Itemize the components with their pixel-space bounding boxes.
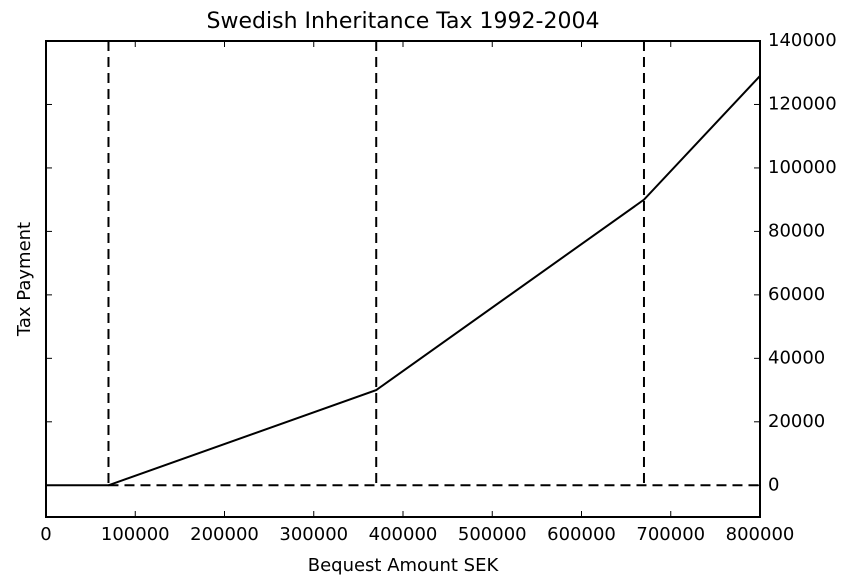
x-tick-label: 200000 — [190, 524, 259, 545]
y-tick-label: 140000 — [768, 30, 837, 51]
x-tick-label: 700000 — [636, 524, 705, 545]
x-tick-label: 800000 — [726, 524, 795, 545]
plot-frame — [45, 40, 761, 518]
y-tick-label: 80000 — [768, 220, 825, 241]
x-tick-label: 400000 — [369, 524, 438, 545]
chart-title: Swedish Inheritance Tax 1992-2004 — [207, 9, 600, 34]
y-tick-label: 40000 — [768, 347, 825, 368]
x-tick-label: 600000 — [547, 524, 616, 545]
x-tick-label: 100000 — [101, 524, 170, 545]
y-tick-label: 0 — [768, 474, 779, 495]
y-tick-label: 120000 — [768, 93, 837, 114]
y-tick-label: 100000 — [768, 157, 837, 178]
x-axis-label: Bequest Amount SEK — [308, 555, 500, 576]
y-tick-label: 20000 — [768, 411, 825, 432]
data-line — [46, 75, 761, 487]
x-tick-label: 300000 — [279, 524, 348, 545]
x-tick-label: 500000 — [458, 524, 527, 545]
y-tick-label: 60000 — [768, 284, 825, 305]
x-tick-label: 0 — [40, 524, 51, 545]
y-axis-label: Tax Payment — [14, 222, 35, 337]
